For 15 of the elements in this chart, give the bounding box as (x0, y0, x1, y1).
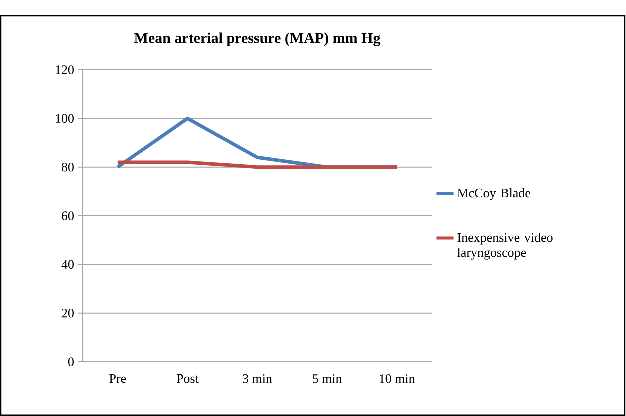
x-tick-label: 3 min (243, 374, 272, 384)
y-tick-label: 100 (56, 114, 74, 124)
x-tick-label: 10 min (380, 374, 416, 384)
y-tick-label: 20 (62, 308, 74, 318)
x-tick-label: 5 min (313, 374, 342, 384)
y-tick-label: 80 (62, 162, 74, 172)
legend-label: Inexpensive video laryngoscope (458, 233, 553, 260)
y-tick-label: 40 (62, 260, 74, 270)
y-tick-label: 0 (68, 358, 74, 366)
y-tick-label: 120 (56, 66, 74, 74)
x-tick-label: Pre (110, 374, 126, 384)
x-tick-label: Post (176, 374, 199, 384)
legend-label: McCoy Blade (458, 188, 530, 200)
y-tick-label: 60 (62, 212, 74, 220)
chart-title: Mean arterial pressure (MAP) mm Hg (134, 32, 381, 46)
